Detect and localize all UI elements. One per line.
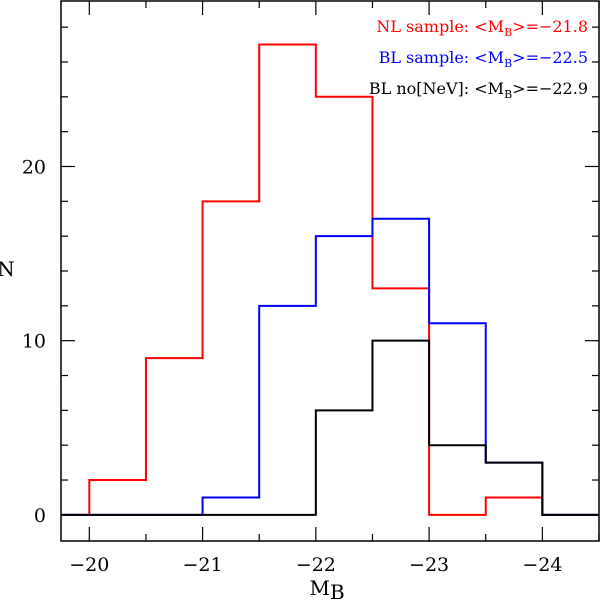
y-tick-label: 0	[34, 505, 46, 527]
x-tick-label: −23	[409, 554, 449, 576]
y-axis-label: N	[0, 257, 15, 281]
legend-entry: NL sample: <MB>=−21.8	[376, 17, 588, 39]
series-nl-sample-line	[61, 43, 599, 516]
series-layer	[61, 43, 599, 516]
y-tick-label: 20	[22, 156, 46, 178]
tick-labels: −20 −21 −22 −23 −24 0 10 20	[22, 156, 563, 576]
x-axis-label: M	[310, 576, 330, 600]
legend-entry: BL no[NeV]: <MB>=−22.9	[369, 79, 588, 101]
y-tick-label: 10	[22, 331, 46, 353]
series-bl-sample-line	[61, 217, 599, 516]
x-tick-label: −22	[296, 554, 336, 576]
series-bl-no-nev--line	[61, 339, 599, 516]
legend: NL sample: <MB>=−21.8 BL sample: <MB>=−22…	[369, 17, 588, 101]
x-tick-label: −20	[69, 554, 109, 576]
legend-entry: BL sample: <MB>=−22.5	[379, 48, 588, 70]
x-tick-label: −21	[183, 554, 223, 576]
x-axis-label-subscript: B	[330, 580, 345, 604]
x-tick-label: −24	[522, 554, 562, 576]
